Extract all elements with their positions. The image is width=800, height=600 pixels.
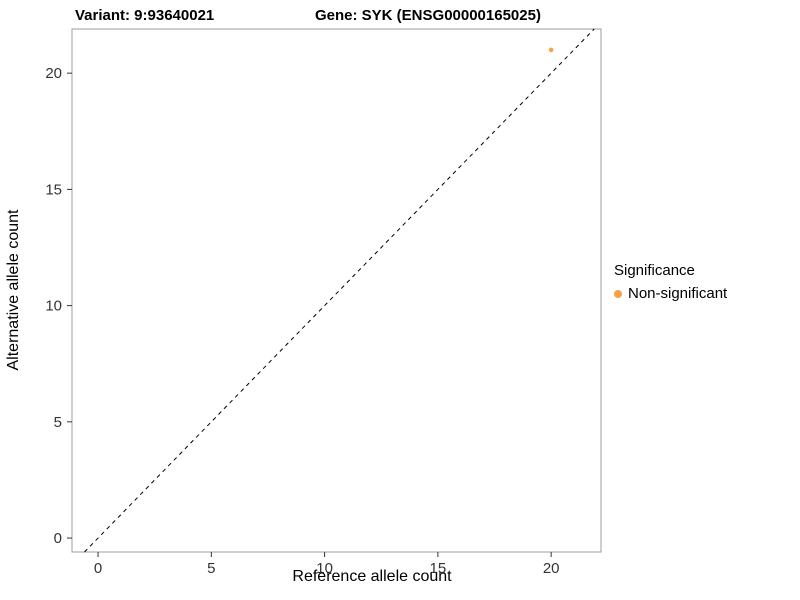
svg-text:0: 0	[94, 560, 102, 577]
legend-point-icon	[614, 289, 622, 298]
plot-title-variant: Variant: 9:93640021	[75, 7, 215, 24]
svg-text:10: 10	[45, 298, 62, 315]
svg-text:20: 20	[45, 65, 62, 82]
legend-entry-label: Non-significant	[628, 285, 728, 302]
svg-text:15: 15	[430, 560, 447, 577]
legend: Significance Non-significant	[614, 262, 727, 302]
svg-text:5: 5	[207, 560, 215, 577]
svg-text:0: 0	[54, 530, 62, 547]
legend-title: Significance	[614, 262, 695, 279]
y-axis-label: Alternative allele count	[5, 209, 22, 371]
plot-title-gene: Gene: SYK (ENSG00000165025)	[315, 7, 541, 24]
svg-text:5: 5	[54, 414, 62, 431]
x-axis-label: Reference allele count	[292, 568, 452, 585]
svg-text:10: 10	[316, 560, 333, 577]
svg-text:20: 20	[543, 560, 560, 577]
svg-text:15: 15	[45, 181, 62, 198]
legend-entry: Non-significant	[614, 285, 727, 302]
